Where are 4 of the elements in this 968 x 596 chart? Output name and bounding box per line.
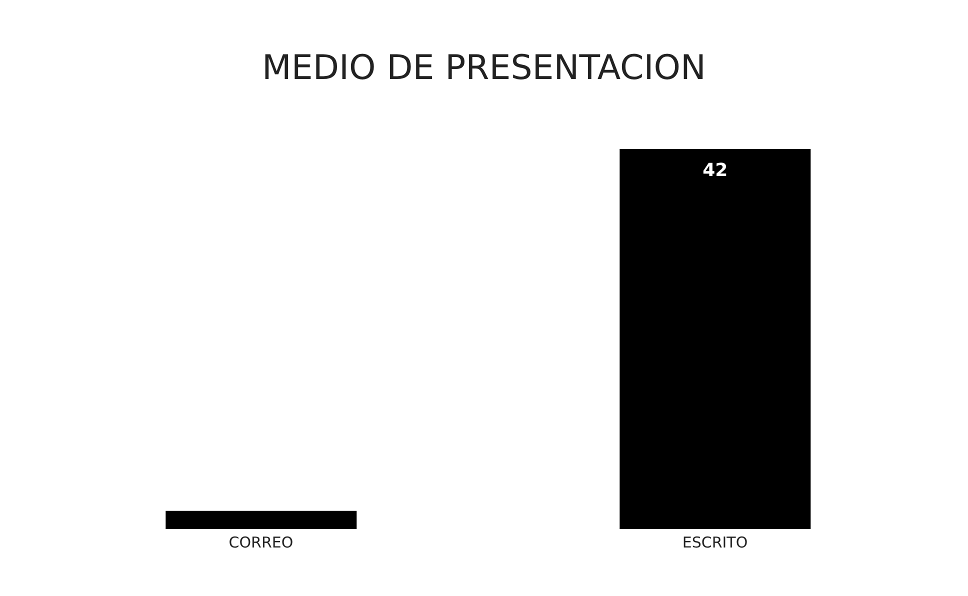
data-label: 42 xyxy=(702,160,728,181)
x-tick-label: CORREO xyxy=(228,534,294,552)
chart-title: MEDIO DE PRESENTACION xyxy=(261,48,707,88)
x-tick-label: ESCRITO xyxy=(682,534,748,552)
